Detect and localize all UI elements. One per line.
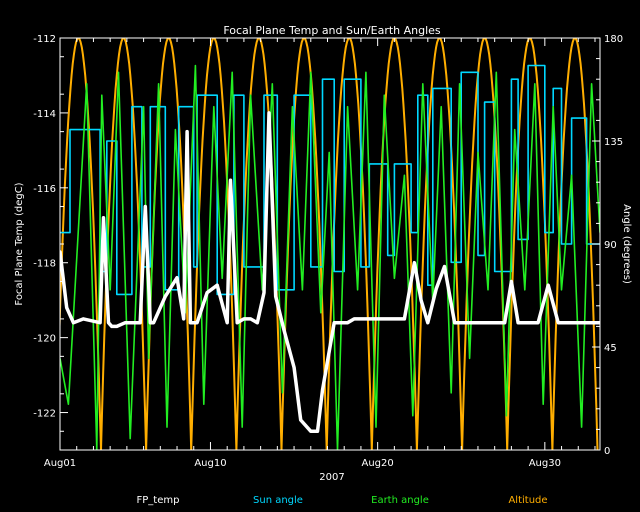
fp-temp-point <box>195 321 199 325</box>
fp-temp-point <box>366 317 369 321</box>
fp-temp-point <box>443 265 446 268</box>
fp-temp-point <box>473 321 476 325</box>
y-tick-label: -122 <box>33 409 56 420</box>
y-tick-label: -116 <box>33 184 56 195</box>
fp-temp-point <box>426 321 430 325</box>
fp-temp-point <box>255 321 259 325</box>
x-tick-label: Aug10 <box>194 458 226 469</box>
fp-temp-point <box>493 321 497 325</box>
fp-temp-point <box>242 317 246 321</box>
fp-temp-point <box>306 426 309 429</box>
fp-temp-point <box>483 321 486 325</box>
y-tick-label: -114 <box>33 109 56 120</box>
y2-tick-label: 45 <box>604 343 617 354</box>
fp-temp-point <box>434 287 438 291</box>
y2-tick-label: 90 <box>604 240 617 251</box>
fp-temp-point <box>453 321 456 325</box>
series-sun-angle <box>60 64 600 296</box>
fp-temp-point <box>65 306 69 310</box>
fp-temp-point <box>182 317 186 321</box>
fp-temp-point <box>205 291 209 295</box>
y2-axis-label: Angle (degrees) <box>621 204 632 284</box>
fp-temp-point <box>546 283 550 287</box>
legend: FP_temp Sun angle Earth angle Altitude <box>137 495 548 506</box>
fp-temp-point <box>229 178 232 182</box>
fp-temp-point <box>510 280 513 283</box>
fp-temp-point <box>185 130 189 134</box>
fp-temp-point <box>566 321 570 325</box>
axes-layer: Aug01 Aug10 Aug20 Aug30 -112 -114 -116 -118 -120… <box>33 34 623 469</box>
fp-temp-point <box>352 317 356 321</box>
series-earth-angle <box>60 64 600 450</box>
fp-temp-point <box>316 429 319 433</box>
fp-temp-point <box>282 328 286 332</box>
legend-item: Altitude <box>508 495 547 506</box>
fp-temp-point <box>110 325 114 328</box>
fp-temp-point <box>143 205 147 208</box>
fp-temp-point <box>536 321 540 325</box>
fp-temp-point <box>299 418 303 422</box>
fp-temp-point <box>249 317 253 321</box>
fp-temp-point <box>413 261 416 265</box>
fp-temp-point <box>576 321 580 325</box>
fp-temp-point <box>309 429 313 433</box>
fp-temp-point <box>359 317 363 321</box>
fp-temp-point <box>586 321 590 325</box>
y2-tick-label: 135 <box>604 137 623 148</box>
fp-temp-point <box>123 321 127 325</box>
fp-temp-point <box>132 321 136 325</box>
fp-temp-point <box>102 216 105 220</box>
fp-temp-point <box>526 321 530 325</box>
fp-temp-point <box>262 291 266 295</box>
legend-item: Sun angle <box>253 495 303 506</box>
fp-temp-point <box>163 295 167 298</box>
fp-temp-point <box>215 283 219 287</box>
y-axis-label: Focal Plane Temp (degC) <box>14 182 25 305</box>
x-tick-label: Aug01 <box>44 458 76 469</box>
fp-temp-point <box>463 321 466 325</box>
fp-temp-point <box>382 317 386 321</box>
fp-temp-point <box>148 321 152 325</box>
fp-temp-point <box>503 321 507 325</box>
y2-tick-label: 0 <box>604 446 610 457</box>
y-tick-label: -118 <box>33 259 56 270</box>
fp-temp-point <box>235 321 239 325</box>
fp-temp-point <box>72 321 75 325</box>
fp-temp-point <box>267 111 271 115</box>
fp-temp-point <box>175 276 179 280</box>
fp-temp-point <box>516 321 520 325</box>
fp-temp-point <box>189 321 192 325</box>
x-tick-label: Aug30 <box>529 458 561 469</box>
fp-temp-point <box>403 317 406 321</box>
fp-temp-point <box>393 317 396 321</box>
fp-temp-point <box>332 321 336 325</box>
fp-temp-point <box>556 321 560 325</box>
fp-temp-point <box>152 321 156 325</box>
fp-temp-point <box>419 298 423 302</box>
fp-temp-point <box>292 366 296 369</box>
y-tick-label: -120 <box>33 334 56 345</box>
chart-title: Focal Plane Temp and Sun/Earth Angles <box>223 24 441 37</box>
fp-temp-point <box>82 317 85 321</box>
fp-temp-point <box>374 317 378 321</box>
fp-temp-point <box>138 321 142 325</box>
fp-temp-point <box>346 321 349 325</box>
y-tick-label: -112 <box>33 34 56 45</box>
series-layer <box>60 38 600 450</box>
fp-temp-point <box>115 325 119 328</box>
fp-temp-point <box>225 321 229 325</box>
y2-tick-label: 180 <box>604 34 623 45</box>
fp-temp-point <box>321 388 324 392</box>
x-axis-label: 2007 <box>319 472 344 483</box>
x-tick-label: Aug20 <box>362 458 394 469</box>
legend-item: FP_temp <box>137 495 180 506</box>
fp-temp-point <box>107 321 110 325</box>
legend-item: Earth angle <box>371 495 429 506</box>
fp-temp-point <box>98 321 102 325</box>
fp-temp-point <box>274 295 278 298</box>
